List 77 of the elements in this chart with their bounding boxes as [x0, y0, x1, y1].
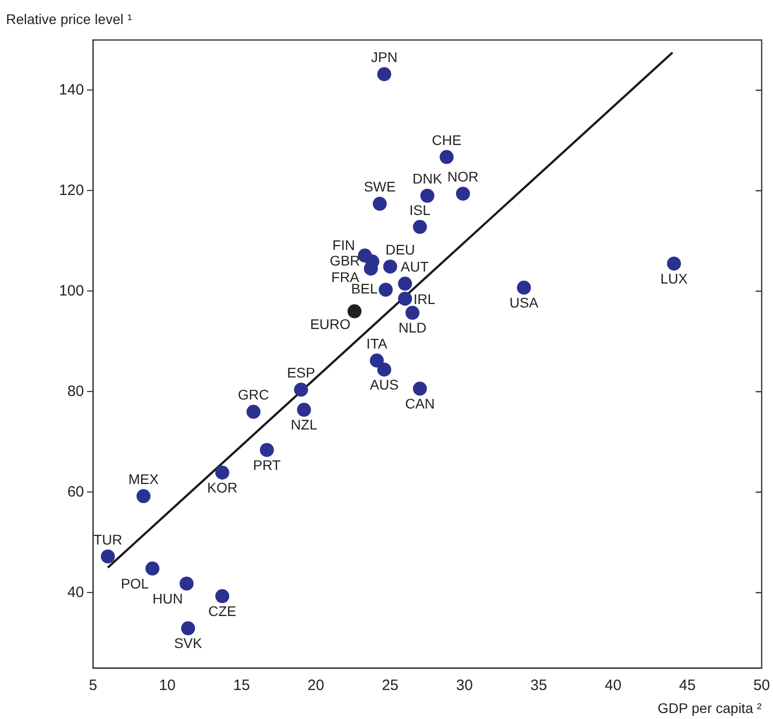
- x-tick-label: 20: [308, 677, 324, 694]
- data-label: CAN: [405, 396, 435, 412]
- x-tick-label: 45: [679, 677, 696, 694]
- data-label: JPN: [371, 49, 398, 66]
- data-label: NOR: [447, 168, 479, 185]
- data-label: ISL: [409, 202, 431, 218]
- point: [412, 382, 427, 396]
- point: [420, 188, 434, 203]
- point: [440, 150, 454, 164]
- data-label: ESP: [287, 364, 316, 381]
- data-label: KOR: [207, 479, 238, 496]
- data-label: IRL: [413, 291, 436, 308]
- data-label: BEL: [351, 280, 378, 297]
- x-tick-label: 10: [158, 677, 176, 694]
- y-tick-label: 40: [67, 584, 84, 601]
- x-tick-label: 35: [530, 677, 548, 694]
- point: [377, 362, 392, 377]
- data-label: DEU: [385, 241, 416, 258]
- point: [145, 562, 160, 576]
- point: [364, 262, 378, 276]
- data-label: NLD: [398, 320, 426, 336]
- point: [405, 306, 420, 320]
- point: [181, 621, 196, 636]
- series-label: EURO: [310, 316, 351, 332]
- point: [412, 220, 427, 234]
- data-label: GRC: [238, 386, 270, 403]
- point: [215, 589, 230, 604]
- point: [294, 382, 308, 397]
- data-label: AUT: [400, 258, 430, 275]
- point: [260, 442, 274, 457]
- data-label: USA: [510, 294, 539, 311]
- y-tick-label: 100: [58, 282, 84, 300]
- point: [377, 67, 392, 82]
- point: [516, 280, 531, 295]
- y-axis-title: Relative price level ¹: [6, 11, 132, 27]
- data-label: PRT: [252, 456, 282, 473]
- y-tick-label: 60: [67, 483, 84, 500]
- point: [383, 260, 398, 274]
- data-label: DNK: [412, 170, 443, 187]
- y-tick-label: 80: [67, 382, 84, 400]
- y-tick-label: 120: [58, 182, 84, 199]
- x-axis-title: GDP per capita ²: [658, 700, 762, 716]
- data-label: MEX: [128, 471, 160, 488]
- point: [370, 354, 384, 368]
- data-label: ITA: [366, 335, 388, 352]
- data-label: TUR: [93, 531, 122, 548]
- point: [378, 282, 393, 297]
- point: [215, 466, 230, 480]
- data-label: SWE: [364, 178, 396, 195]
- x-tick-label: 40: [604, 677, 622, 694]
- point: [180, 576, 194, 591]
- x-tick-label: 30: [456, 677, 473, 694]
- x-tick-label: 50: [753, 677, 770, 694]
- point: [246, 404, 260, 419]
- point: [348, 304, 362, 318]
- data-label: LUX: [660, 270, 688, 286]
- data-label: NZL: [290, 416, 318, 433]
- data-label: CZE: [208, 603, 236, 620]
- data-label: HUN: [152, 590, 183, 606]
- data-label: GBR: [330, 252, 360, 268]
- point: [100, 549, 115, 564]
- point: [136, 489, 151, 504]
- y-tick-label: 140: [58, 81, 84, 98]
- point: [456, 186, 470, 201]
- point: [297, 402, 311, 417]
- point: [372, 196, 387, 211]
- data-label: CHE: [432, 132, 462, 148]
- x-tick-label: 25: [382, 677, 399, 694]
- x-tick-label: 15: [233, 677, 250, 694]
- x-tick-label: 5: [88, 677, 98, 694]
- data-label: AUS: [370, 376, 399, 392]
- point: [398, 276, 412, 291]
- data-label: SVK: [174, 635, 203, 652]
- point: [398, 292, 412, 306]
- data-label: POL: [120, 575, 150, 592]
- data-label: FIN: [332, 236, 355, 253]
- point: [666, 256, 681, 271]
